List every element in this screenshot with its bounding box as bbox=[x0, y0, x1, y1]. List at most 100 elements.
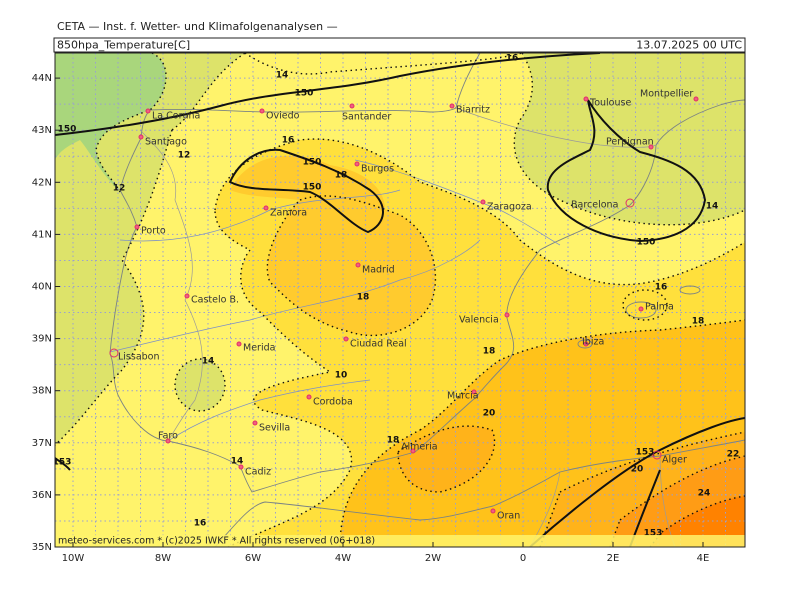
lat-label: 42N bbox=[32, 177, 52, 188]
map-area: La Coruna Santiago Oviedo Santander Biarritz… bbox=[53, 53, 745, 547]
city-marker bbox=[252, 420, 258, 426]
city-marker bbox=[165, 438, 171, 444]
city-label: Valencia bbox=[459, 315, 499, 326]
contour-label: 18 bbox=[357, 293, 370, 303]
contour-label: 12 bbox=[113, 184, 126, 194]
graticule bbox=[55, 53, 745, 547]
contour-label: 20 bbox=[483, 409, 496, 419]
city-marker bbox=[138, 134, 144, 140]
axes: 44N 43N 42N 41N 40N 39N 38N 37N 36N 35N 10W 8W 6W 4W 2… bbox=[32, 73, 710, 564]
city-marker bbox=[349, 103, 355, 109]
contour-label: 153 bbox=[53, 458, 72, 468]
city-marker bbox=[109, 348, 119, 358]
lat-label: 35N bbox=[32, 542, 52, 553]
contour-label: 18 bbox=[483, 347, 496, 357]
city-marker bbox=[449, 103, 455, 109]
city-marker bbox=[693, 96, 699, 102]
city-label: Lissabon bbox=[118, 352, 160, 363]
valid-time: 13.07.2025 00 UTC bbox=[636, 39, 742, 52]
island bbox=[679, 285, 701, 295]
lon-label: 6W bbox=[245, 553, 261, 564]
geopotential-line bbox=[228, 148, 384, 234]
city-label: Almeria bbox=[401, 442, 438, 453]
city-label: Barcelona bbox=[571, 200, 618, 211]
copyright: meteo-services.com * (c)2025 IWKF * All … bbox=[58, 536, 375, 547]
city-marker bbox=[410, 448, 416, 454]
cities: La Coruna Santiago Oviedo Santander Biarritz… bbox=[109, 89, 699, 522]
field-12-14 bbox=[175, 359, 225, 411]
city-marker bbox=[648, 144, 654, 150]
lon-label: 2E bbox=[607, 553, 620, 564]
institute-title: CETA — Inst. f. Wetter- und Klimafolgena… bbox=[57, 20, 338, 33]
coastline bbox=[655, 99, 745, 146]
city-label: Ibiza bbox=[582, 337, 604, 348]
contour-label: 16 bbox=[655, 283, 668, 293]
city-label: Merida bbox=[243, 343, 275, 354]
city-marker bbox=[145, 108, 151, 114]
city-label: Sevilla bbox=[259, 423, 290, 434]
lat-label: 36N bbox=[32, 490, 52, 501]
isotherm bbox=[174, 358, 226, 412]
city-label: Ciudad Real bbox=[350, 339, 407, 350]
contour-label: 18 bbox=[387, 436, 400, 446]
contour-label: 150 bbox=[303, 158, 322, 168]
river bbox=[109, 159, 561, 442]
field-above-24 bbox=[650, 496, 745, 547]
city-label: Palma bbox=[645, 302, 674, 313]
city-label: Toulouse bbox=[589, 98, 631, 109]
city-label: Oran bbox=[497, 511, 520, 522]
header-box bbox=[53, 37, 746, 53]
city-marker bbox=[306, 394, 312, 400]
contour-label: 153 bbox=[636, 448, 655, 458]
city-label: Murcia bbox=[447, 391, 479, 402]
lat-label: 43N bbox=[32, 125, 52, 136]
contour-label: 14 bbox=[202, 357, 215, 367]
map-frame bbox=[54, 52, 746, 548]
lat-label: 38N bbox=[32, 386, 52, 397]
isotherm bbox=[55, 53, 745, 547]
city-marker bbox=[355, 262, 361, 268]
field-18-20 bbox=[267, 195, 436, 336]
city-marker bbox=[490, 508, 496, 514]
contour-label: 14 bbox=[276, 71, 289, 81]
contour-label: 10 bbox=[335, 371, 348, 381]
contour-label: 150 bbox=[295, 89, 314, 99]
contour-label: 14 bbox=[706, 202, 719, 212]
city-label: Cadiz bbox=[245, 467, 271, 478]
city-marker bbox=[134, 224, 140, 230]
city-label: Montpellier bbox=[640, 89, 693, 100]
field-12-14 bbox=[514, 53, 745, 225]
lon-label: 8W bbox=[155, 553, 171, 564]
geopotential-line bbox=[546, 99, 707, 243]
city-label: Zaragoza bbox=[487, 202, 532, 213]
island bbox=[625, 301, 657, 319]
city-marker bbox=[263, 205, 269, 211]
city-marker bbox=[238, 464, 244, 470]
contour-label: 20 bbox=[631, 465, 644, 475]
lat-label: 37N bbox=[32, 438, 52, 449]
city-label: La Coruna bbox=[152, 111, 200, 122]
contour-label: 150 bbox=[58, 125, 77, 135]
city-label: Santander bbox=[342, 112, 391, 123]
city-label: Porto bbox=[141, 226, 166, 237]
lon-label: 4W bbox=[335, 553, 351, 564]
field-18-20 bbox=[230, 155, 385, 221]
city-marker bbox=[583, 341, 589, 347]
contour-label: 150 bbox=[637, 238, 656, 248]
contour-labels: 14 150 16 150 12 12 16 150 18 150 14 150 16 18 18 18 14 1… bbox=[53, 54, 740, 539]
isotherm bbox=[622, 289, 668, 321]
lon-label: 4E bbox=[697, 553, 710, 564]
city-label: Cordoba bbox=[313, 397, 353, 408]
city-label: Faro bbox=[158, 431, 178, 442]
contour-label: 24 bbox=[698, 489, 711, 499]
city-marker bbox=[583, 96, 589, 102]
city-marker bbox=[236, 341, 242, 347]
lat-label: 44N bbox=[32, 73, 52, 84]
city-label: Biarritz bbox=[456, 105, 490, 116]
city-marker bbox=[652, 450, 662, 460]
contour-label: 16 bbox=[194, 519, 207, 529]
city-marker bbox=[504, 312, 510, 318]
contour-label: 22 bbox=[727, 450, 740, 460]
city-label: Santiago bbox=[145, 137, 187, 148]
